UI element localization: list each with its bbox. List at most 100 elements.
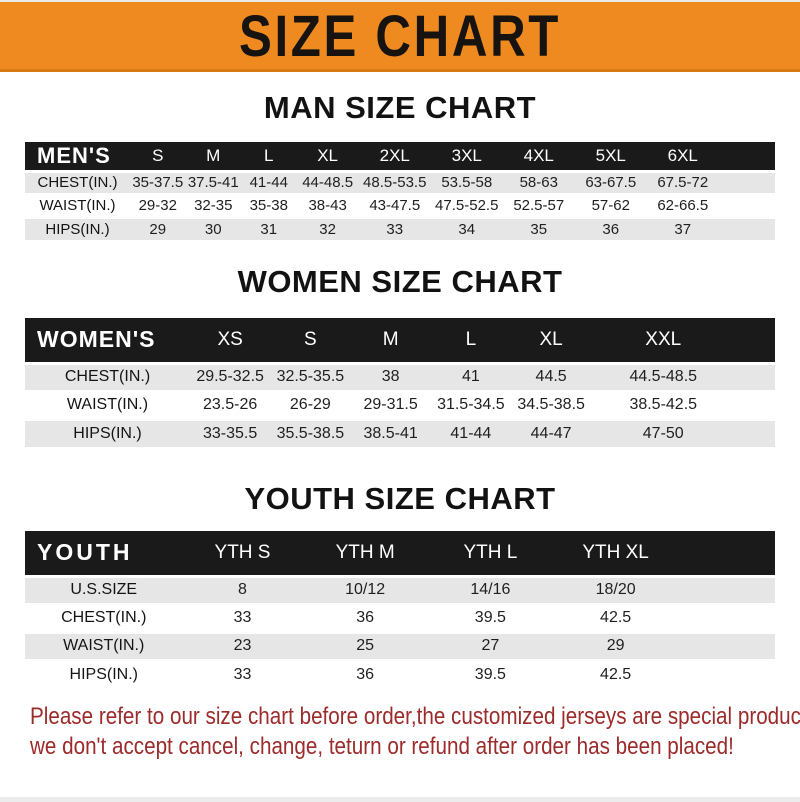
column-header: S [130,142,186,171]
table-row: WAIST(IN.) 23 25 27 29 [25,632,775,660]
size-value-cell: 44-48.5 [296,171,359,194]
header-row: MEN'S S M L XL 2XL 3XL 4XL 5XL 6XL [25,142,775,171]
column-header: YTH L [427,531,553,576]
size-value-cell: 58-63 [502,171,575,194]
table-row: HIPS(IN.) 33 36 39.5 42.5 [25,660,775,688]
column-header: YTH XL [553,531,679,576]
size-value-cell: 18/20 [553,576,679,604]
size-value-cell [678,576,775,604]
column-header: XL [296,142,359,171]
size-value-cell: 36 [302,660,428,688]
table-row: WAIST(IN.) 29-32 32-35 35-38 38-43 43-47.5 47.… [25,194,775,217]
size-value-cell: 38-43 [296,194,359,217]
size-value-cell: 33 [182,660,303,688]
table-row: HIPS(IN.) 33-35.5 35.5-38.5 38.5-41 41-44 44-… [25,419,775,447]
size-value-cell: 41 [430,363,511,391]
column-header: XXL [591,318,736,363]
size-value-cell: 29 [553,632,679,660]
size-value-cell: 57-62 [574,194,647,217]
size-value-cell: 34 [430,217,503,240]
page-title: SIZE CHART [238,2,562,68]
size-value-cell [718,194,775,217]
column-header: 2XL [358,142,431,171]
size-value-cell: 35 [502,217,575,240]
table-row: CHEST(IN.) 35-37.5 37.5-41 41-44 44-48.5 48.5… [25,171,775,194]
size-value-cell: 38.5-42.5 [591,391,736,419]
size-value-cell: 29 [130,217,186,240]
size-value-cell: 27 [427,632,553,660]
header-row: WOMEN'S XS S M L XL XXL [25,318,775,363]
size-value-cell: 67.5-72 [646,171,719,194]
size-value-cell: 53.5-58 [430,171,503,194]
size-value-cell: 30 [185,217,241,240]
row-label: HIPS(IN.) [25,217,130,240]
column-header: 5XL [574,142,647,171]
footer-notice-line-1: Please refer to our size chart before or… [30,703,800,730]
column-header [678,531,775,576]
size-value-cell: 37.5-41 [185,171,241,194]
size-value-cell: 32-35 [185,194,241,217]
size-value-cell: 42.5 [553,660,679,688]
size-value-cell: 44.5 [511,363,592,391]
row-label: CHEST(IN.) [25,604,183,632]
table-title-cell: WOMEN'S [25,318,190,363]
size-value-cell [678,604,775,632]
row-label: U.S.SIZE [25,576,183,604]
size-value-cell: 38.5-41 [350,419,431,447]
size-value-cell: 44-47 [511,419,592,447]
size-value-cell [678,660,775,688]
size-value-cell: 44.5-48.5 [591,363,736,391]
column-header: YTH M [302,531,428,576]
men-size-table: MEN'S S M L XL 2XL 3XL 4XL 5XL 6XL CHEST(IN.) 35-37… [25,142,775,240]
women-section-heading: WOMEN SIZE CHART [237,264,563,299]
size-value-cell: 39.5 [427,604,553,632]
size-value-cell [718,171,775,194]
size-value-cell: 31.5-34.5 [430,391,511,419]
size-value-cell: 14/16 [427,576,553,604]
size-value-cell: 48.5-53.5 [358,171,431,194]
column-header: XS [190,318,271,363]
table-row: HIPS(IN.) 29 30 31 32 33 34 35 36 37 [25,217,775,240]
table-row: CHEST(IN.) 29.5-32.5 32.5-35.5 38 41 44.5 44.5… [25,363,775,391]
size-value-cell: 35-37.5 [130,171,186,194]
size-value-cell [678,632,775,660]
size-value-cell [735,419,775,447]
column-header: XL [511,318,592,363]
column-header [735,318,775,363]
women-size-table: WOMEN'S XS S M L XL XXL CHEST(IN.) 29.5-32.5 32.5… [25,318,775,447]
size-value-cell: 31 [241,217,297,240]
size-value-cell: 39.5 [427,660,553,688]
column-header [718,142,775,171]
row-label: WAIST(IN.) [25,194,130,217]
row-label: CHEST(IN.) [25,363,190,391]
size-value-cell: 29.5-32.5 [190,363,271,391]
size-value-cell: 10/12 [302,576,428,604]
row-label: CHEST(IN.) [25,171,130,194]
youth-size-table: YOUTH YTH S YTH M YTH L YTH XL U.S.SIZE 8 10/12… [25,531,775,688]
size-value-cell: 26-29 [270,391,351,419]
column-header: S [270,318,351,363]
size-value-cell: 23 [182,632,303,660]
size-value-cell: 47-50 [591,419,736,447]
size-value-cell: 25 [302,632,428,660]
size-value-cell: 41-44 [430,419,511,447]
column-header: M [185,142,241,171]
table-row: CHEST(IN.) 33 36 39.5 42.5 [25,604,775,632]
table-row: WAIST(IN.) 23.5-26 26-29 29-31.5 31.5-34.5 34… [25,391,775,419]
size-value-cell: 32.5-35.5 [270,363,351,391]
size-value-cell: 52.5-57 [502,194,575,217]
size-value-cell: 8 [182,576,303,604]
row-label: WAIST(IN.) [25,632,183,660]
size-value-cell: 33-35.5 [190,419,271,447]
size-value-cell: 34.5-38.5 [511,391,592,419]
size-value-cell: 33 [182,604,303,632]
row-label: HIPS(IN.) [25,660,183,688]
size-value-cell: 41-44 [241,171,297,194]
footer-notice: Please refer to our size chart before or… [30,702,800,762]
column-header: L [241,142,297,171]
size-value-cell: 42.5 [553,604,679,632]
size-value-cell: 36 [574,217,647,240]
size-value-cell: 43-47.5 [358,194,431,217]
footer-notice-line-2: we don't accept cancel, change, teturn o… [30,733,734,760]
